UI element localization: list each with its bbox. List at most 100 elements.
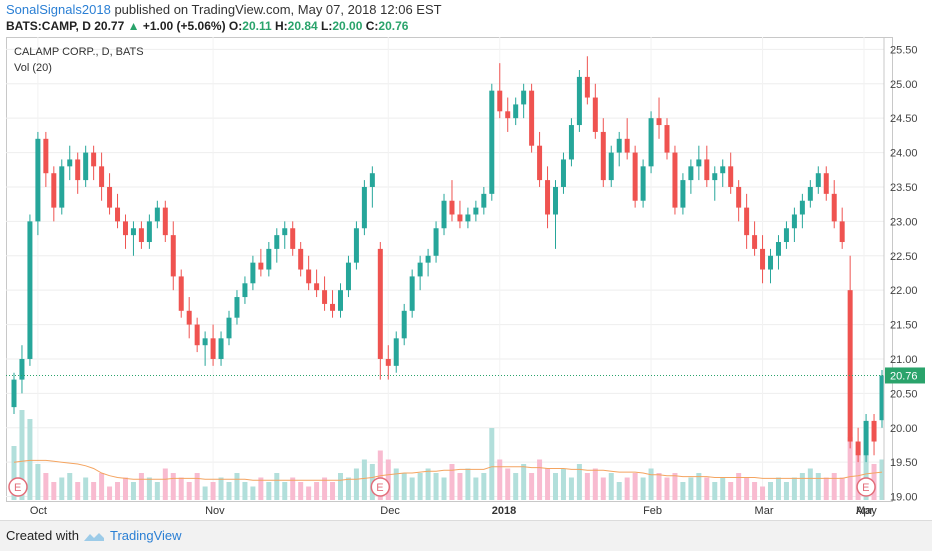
candle-body <box>720 166 726 174</box>
close-label: C: <box>365 19 379 33</box>
volume-bar <box>799 473 805 500</box>
volume-bar <box>807 468 813 500</box>
volume-bar <box>616 482 622 500</box>
volume-bar <box>417 473 423 500</box>
volume-bar <box>823 477 829 500</box>
volume-bar <box>43 473 49 500</box>
candle-body <box>839 221 845 243</box>
volume-bar <box>409 477 415 500</box>
candle-body <box>879 375 885 421</box>
y-tick-label: 24.00 <box>890 148 918 160</box>
candle-body <box>35 138 41 222</box>
volume-bar <box>648 468 654 500</box>
volume-bar <box>337 473 343 500</box>
volume-bar <box>107 486 113 500</box>
volume-bar <box>521 464 527 500</box>
candle-body <box>600 131 606 181</box>
volume-bar <box>393 468 399 500</box>
candle-body <box>91 152 97 167</box>
low-value: 20.00 <box>332 19 363 33</box>
last-price-tag-label: 20.76 <box>890 370 918 382</box>
last-price-tag <box>885 367 925 384</box>
candle-body <box>537 145 543 181</box>
candle-body <box>529 90 535 146</box>
candle-body <box>250 262 256 284</box>
volume-bar <box>457 473 463 500</box>
volume-bar <box>385 459 391 500</box>
volume-bar <box>632 473 638 500</box>
candle-body <box>99 166 105 187</box>
candle-body <box>115 207 121 222</box>
up-arrow-icon: ▲ <box>127 19 140 33</box>
volume-bar <box>425 468 431 500</box>
volume-bar <box>186 482 192 500</box>
volume-bar <box>592 468 598 500</box>
price-axis[interactable]: 25.50 25.00 24.50 24.00 23.50 23.00 22.50 22.00… <box>883 37 925 504</box>
volume-bar <box>146 477 152 500</box>
grid <box>6 37 884 500</box>
volume-bar <box>537 459 543 500</box>
volume-bar <box>473 477 479 500</box>
volume-bar <box>879 459 885 500</box>
candle-body <box>823 173 829 194</box>
volume-ma-line <box>13 459 883 481</box>
candle-body <box>369 173 375 187</box>
volume-bar <box>768 482 774 500</box>
volume-bar <box>513 473 519 500</box>
volume-bar <box>760 486 766 500</box>
y-tick-label: 20.50 <box>890 388 918 400</box>
candle-body <box>545 180 551 215</box>
volume-bar <box>783 482 789 500</box>
candle-body <box>863 420 869 456</box>
high-label: H: <box>274 19 288 33</box>
candle-body <box>568 125 574 160</box>
high-value: 20.84 <box>287 19 318 33</box>
price-chart[interactable]: 25.50 25.00 24.50 24.00 23.50 23.00 22.50 22.00… <box>6 37 926 520</box>
legend-title: CALAMP CORP., D, BATS <box>14 46 144 58</box>
y-tick-label: 19.00 <box>890 492 918 504</box>
candle-body <box>107 186 113 208</box>
publication-line: SonalSignals2018 published on TradingVie… <box>6 2 926 19</box>
x-tick-label: Dec <box>380 505 400 517</box>
candle-body <box>441 200 447 229</box>
candle-body <box>704 159 710 181</box>
volume-bar <box>720 477 726 500</box>
created-with-label: Created with <box>6 528 79 543</box>
earnings-marker <box>856 477 876 497</box>
earnings-marker-label: E <box>862 482 869 494</box>
volume-bar <box>839 477 845 500</box>
volume-bar <box>489 428 495 500</box>
candle-body <box>75 159 81 181</box>
earnings-marker-label: E <box>14 482 21 494</box>
y-tick-label: 23.50 <box>890 182 918 194</box>
candle-body <box>178 276 184 311</box>
x-tick-label: Feb <box>643 505 662 517</box>
volume-bars <box>11 410 885 500</box>
candle-body <box>799 200 805 215</box>
volume-bar <box>122 477 128 500</box>
candle-body <box>449 200 455 215</box>
tradingview-brand-link[interactable]: TradingView <box>110 528 182 543</box>
candle-body <box>433 228 439 256</box>
candle-body <box>553 186 559 215</box>
volume-bar <box>170 473 176 500</box>
volume-bar <box>672 473 678 500</box>
candle-body <box>51 173 57 208</box>
volume-bar <box>298 482 304 500</box>
candle-body <box>353 228 359 263</box>
candle-body <box>624 138 630 153</box>
candle-body <box>130 228 136 236</box>
candle-body <box>847 290 853 442</box>
author-link[interactable]: SonalSignals2018 <box>6 2 111 17</box>
volume-bar <box>497 459 503 500</box>
candle-body <box>122 221 128 236</box>
candles <box>11 56 885 463</box>
candle-body <box>807 186 813 201</box>
volume-bar <box>75 482 81 500</box>
candle-body <box>457 214 463 222</box>
x-tick-label: Oct <box>30 505 47 517</box>
y-tick-label: 21.00 <box>890 354 918 366</box>
candle-body <box>481 193 487 208</box>
